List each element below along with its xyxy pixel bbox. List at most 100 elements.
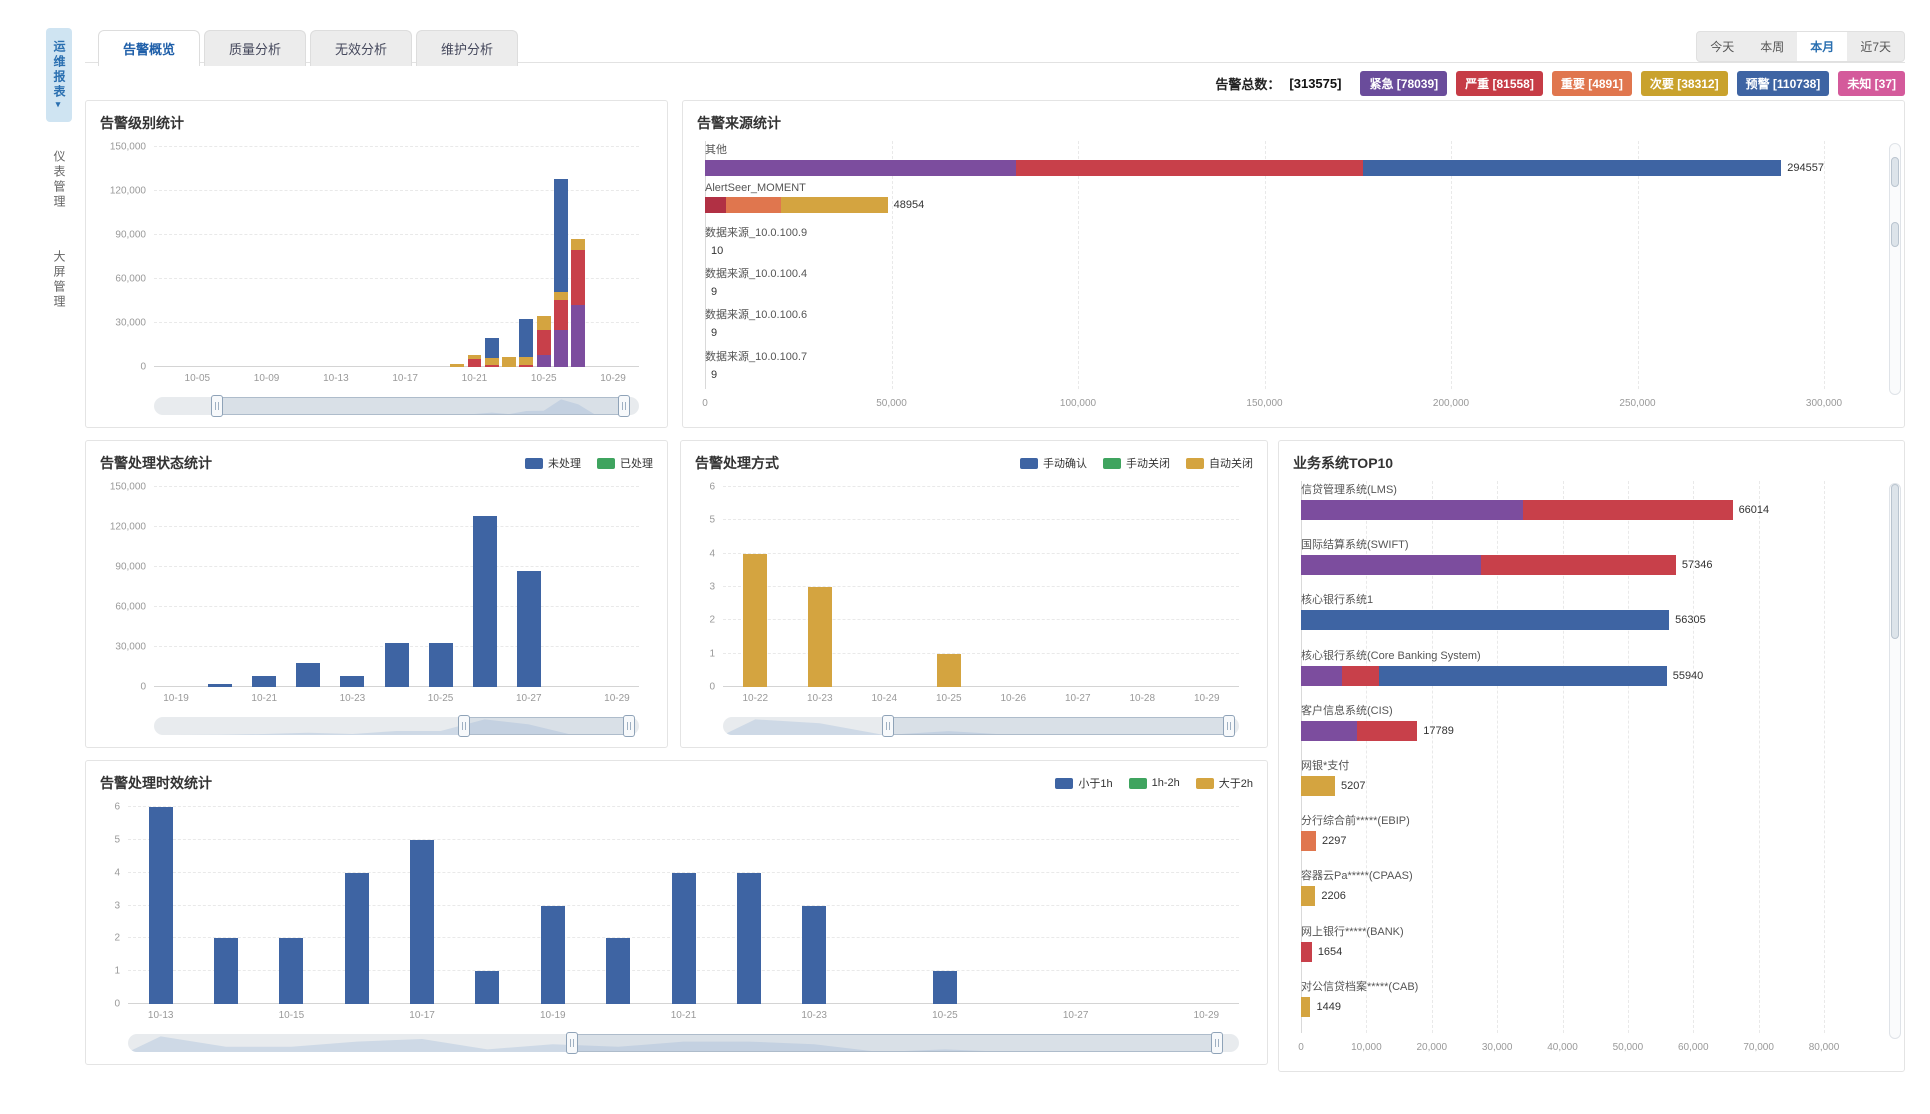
vertical-scrollbar[interactable]	[1889, 143, 1901, 395]
bar[interactable]	[705, 197, 888, 214]
legend-item-未处理[interactable]: 未处理	[525, 455, 581, 471]
bar[interactable]	[1301, 555, 1676, 576]
bar-segment[interactable]	[1301, 776, 1336, 796]
sidebar-item-ops-reports[interactable]: 运维报表▾	[46, 28, 72, 122]
bar-segment[interactable]	[1480, 555, 1676, 576]
bar[interactable]	[1301, 996, 1311, 1017]
bar-segment-小于1h[interactable]	[475, 971, 500, 1004]
bar-segment[interactable]	[1301, 996, 1311, 1017]
bar[interactable]	[1301, 776, 1336, 796]
bar-segment-未处理[interactable]	[252, 676, 277, 687]
bar-segment-自动关闭[interactable]	[743, 553, 768, 687]
bar-segment[interactable]	[1301, 665, 1342, 686]
tab-maintenance-analysis[interactable]: 维护分析	[416, 30, 519, 66]
legend-item-小于1h[interactable]: 小于1h	[1055, 775, 1113, 791]
datazoom-handle-left[interactable]	[458, 715, 471, 737]
scrollbar-handle[interactable]	[1891, 156, 1899, 187]
tab-invalid-analysis[interactable]: 无效分析	[310, 30, 413, 66]
bar-segment-严重[interactable]	[519, 364, 534, 367]
legend-item-自动关闭[interactable]: 自动关闭	[1186, 455, 1253, 471]
datazoom-slider[interactable]	[128, 1032, 1239, 1054]
bar-segment[interactable]	[1301, 610, 1670, 631]
bar-segment[interactable]	[705, 160, 1016, 176]
legend-item-手动确认[interactable]: 手动确认	[1020, 455, 1087, 471]
bar-segment-小于1h[interactable]	[410, 839, 435, 1004]
bar-segment[interactable]	[1301, 886, 1316, 907]
datazoom-selection[interactable]	[888, 717, 1229, 735]
legend-item-大于2h[interactable]: 大于2h	[1195, 775, 1253, 791]
bar-segment-未处理[interactable]	[208, 684, 233, 687]
datazoom-slider[interactable]	[723, 715, 1239, 737]
datazoom-track[interactable]	[154, 397, 639, 415]
bar-segment-未处理[interactable]	[296, 663, 321, 687]
datazoom-handle-left[interactable]	[882, 715, 895, 737]
bar-segment-次要[interactable]	[450, 364, 465, 367]
bar-segment-小于1h[interactable]	[540, 905, 565, 1004]
bar-segment-小于1h[interactable]	[802, 905, 827, 1004]
bar-segment[interactable]	[1301, 555, 1481, 576]
bar-segment-未处理[interactable]	[472, 516, 497, 687]
bar-segment-次要[interactable]	[484, 358, 499, 365]
bar-segment[interactable]	[1301, 720, 1357, 741]
datazoom-track[interactable]	[128, 1034, 1239, 1052]
bar-segment-紧急[interactable]	[571, 305, 586, 367]
bar-segment-次要[interactable]	[467, 355, 482, 359]
bar-segment-小于1h[interactable]	[606, 938, 631, 1004]
bar-segment-自动关闭[interactable]	[807, 587, 832, 687]
bar[interactable]	[1301, 941, 1312, 962]
level-badge-minor[interactable]: 次要 [38312]	[1640, 70, 1728, 96]
scrollbar-handle[interactable]	[1891, 484, 1899, 640]
bar-segment-严重[interactable]	[536, 330, 551, 356]
datazoom-track[interactable]	[723, 717, 1239, 735]
bar-segment-次要[interactable]	[536, 315, 551, 331]
bar-segment-严重[interactable]	[484, 364, 499, 367]
bar-segment-小于1h[interactable]	[736, 872, 761, 1004]
bar[interactable]	[1301, 831, 1317, 852]
bar-segment[interactable]	[1356, 720, 1418, 741]
bar-segment-未处理[interactable]	[340, 676, 365, 687]
vertical-scrollbar[interactable]	[1889, 483, 1901, 1039]
level-badge-emergency[interactable]: 紧急 [78039]	[1360, 70, 1448, 96]
time-filter-this-month[interactable]: 本月	[1797, 32, 1848, 61]
bar-segment[interactable]	[1341, 665, 1379, 686]
bar[interactable]	[1301, 610, 1670, 631]
bar-segment[interactable]	[1301, 500, 1524, 520]
bar[interactable]	[1301, 665, 1667, 686]
datazoom-handle-right[interactable]	[1210, 1032, 1223, 1054]
legend-item-已处理[interactable]: 已处理	[597, 455, 653, 471]
bar[interactable]	[1301, 500, 1733, 520]
sidebar-item-screen-management[interactable]: 大屏管理	[46, 238, 72, 322]
bar-segment-预警[interactable]	[554, 179, 568, 293]
bar-segment-次要[interactable]	[571, 239, 586, 250]
bar-segment-未处理[interactable]	[516, 571, 541, 687]
sidebar-item-dashboard-management[interactable]: 仪表管理	[46, 138, 72, 222]
bar-segment-未处理[interactable]	[384, 643, 409, 687]
bar-segment-小于1h[interactable]	[671, 872, 696, 1004]
datazoom-slider[interactable]	[154, 715, 639, 737]
tab-quality-analysis[interactable]: 质量分析	[204, 30, 307, 66]
bar[interactable]	[705, 160, 1782, 176]
bar-segment[interactable]	[1301, 941, 1312, 962]
bar-segment-紧急[interactable]	[536, 355, 551, 367]
bar-segment-严重[interactable]	[554, 299, 568, 331]
datazoom-slider[interactable]	[154, 395, 639, 417]
bar-segment-自动关闭[interactable]	[936, 653, 961, 687]
level-badge-major[interactable]: 重要 [4891]	[1551, 70, 1632, 96]
bar-segment[interactable]	[1015, 160, 1363, 176]
level-badge-severe[interactable]: 严重 [81558]	[1456, 70, 1543, 96]
datazoom-handle-right[interactable]	[1222, 715, 1235, 737]
bar-segment[interactable]	[725, 197, 782, 214]
bar-segment-小于1h[interactable]	[148, 807, 173, 1004]
datazoom-handle-right[interactable]	[618, 395, 631, 417]
bar-segment-次要[interactable]	[554, 292, 568, 300]
bar-segment-预警[interactable]	[484, 337, 499, 359]
bar-segment-小于1h[interactable]	[932, 971, 957, 1004]
bar-segment-小于1h[interactable]	[214, 938, 239, 1004]
bar[interactable]	[1301, 886, 1316, 907]
scrollbar-handle[interactable]	[1891, 221, 1899, 247]
bar-segment-小于1h[interactable]	[344, 872, 369, 1004]
bar-segment[interactable]	[1362, 160, 1782, 176]
bar-segment-紧急[interactable]	[554, 330, 568, 367]
datazoom-selection[interactable]	[217, 397, 625, 415]
bar[interactable]	[1301, 720, 1418, 741]
